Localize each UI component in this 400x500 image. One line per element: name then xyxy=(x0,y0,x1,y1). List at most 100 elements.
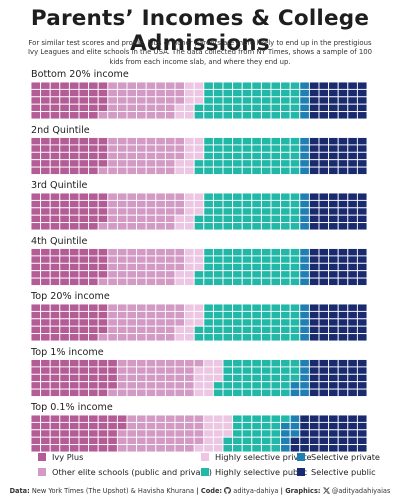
waffle-cell xyxy=(260,325,272,335)
waffle-cell xyxy=(222,255,234,264)
waffle-cell xyxy=(328,159,339,168)
waffle-cell xyxy=(78,366,90,375)
waffle-cell xyxy=(299,359,310,368)
waffle-cell xyxy=(289,388,301,397)
waffle-cell xyxy=(308,151,320,161)
waffle-cell xyxy=(155,222,166,231)
waffle-cell xyxy=(356,318,368,327)
waffle-cell xyxy=(193,199,205,209)
waffle-cell xyxy=(193,436,205,446)
waffle-cell xyxy=(59,248,70,257)
waffle-cell xyxy=(40,318,51,327)
waffle-cell xyxy=(174,388,186,397)
waffle-cell xyxy=(203,103,214,113)
waffle-cell xyxy=(30,381,42,390)
panel-title: 2nd Quintile xyxy=(31,124,90,136)
waffle-cell xyxy=(193,381,205,390)
waffle-cell xyxy=(356,166,368,175)
waffle-cell xyxy=(299,248,310,257)
waffle-cell xyxy=(260,436,272,446)
waffle-cell xyxy=(145,262,157,272)
waffle-cell xyxy=(30,366,42,375)
waffle-cell xyxy=(299,270,310,279)
waffle-cell xyxy=(328,199,339,209)
waffle-cell xyxy=(270,381,282,390)
waffle-cell xyxy=(232,151,243,161)
waffle-cell xyxy=(40,111,51,120)
waffle-cell xyxy=(78,381,90,390)
waffle-cell xyxy=(107,325,118,335)
waffle-cell xyxy=(337,137,349,146)
waffle-cell xyxy=(222,359,234,368)
waffle-cell xyxy=(97,303,109,312)
waffle-cell xyxy=(184,277,195,286)
waffle-cell xyxy=(40,151,51,161)
waffle-cell xyxy=(30,414,42,423)
waffle-cell xyxy=(97,192,109,201)
waffle-cell xyxy=(193,96,205,105)
waffle-cell xyxy=(126,270,138,279)
waffle-cell xyxy=(30,333,42,342)
waffle-cell xyxy=(308,318,320,327)
waffle-cell xyxy=(78,444,90,453)
footer-code-label: | Code: xyxy=(196,487,223,495)
waffle-cell xyxy=(299,199,310,209)
waffle-cell xyxy=(356,111,368,120)
waffle-cell xyxy=(59,137,70,146)
waffle-cell xyxy=(212,303,224,312)
waffle-cell xyxy=(184,96,195,105)
waffle-cell xyxy=(88,277,99,286)
waffle-cell xyxy=(59,214,70,224)
waffle-cell xyxy=(328,373,339,383)
waffle-cell xyxy=(280,199,291,209)
waffle-cell xyxy=(174,270,186,279)
waffle-cell xyxy=(212,159,224,168)
waffle-cell xyxy=(222,137,234,146)
waffle-cell xyxy=(116,318,128,327)
waffle-cell xyxy=(136,359,147,368)
waffle-cell xyxy=(49,381,61,390)
waffle-cell xyxy=(337,366,349,375)
waffle-cell xyxy=(136,421,147,431)
waffle-cell xyxy=(145,166,157,175)
waffle-cell xyxy=(164,159,176,168)
waffle-cell xyxy=(318,429,330,438)
waffle-cell xyxy=(328,270,339,279)
waffle-cell xyxy=(270,388,282,397)
waffle-cell xyxy=(232,144,243,153)
waffle-cell xyxy=(328,421,339,431)
waffle-cell xyxy=(337,192,349,201)
waffle-cell xyxy=(203,429,214,438)
waffle-cell xyxy=(299,137,310,146)
waffle-cell xyxy=(299,373,310,383)
waffle-cell xyxy=(184,88,195,98)
waffle-cell xyxy=(59,96,70,105)
waffle-cell xyxy=(280,359,291,368)
waffle-cell xyxy=(260,111,272,120)
waffle-cell xyxy=(241,192,253,201)
waffle-cell xyxy=(97,214,109,224)
waffle-cell xyxy=(68,81,80,90)
waffle-cell xyxy=(289,103,301,113)
waffle-cell xyxy=(222,222,234,231)
waffle-cell xyxy=(289,144,301,153)
waffle-cell xyxy=(136,222,147,231)
waffle-cell xyxy=(164,270,176,279)
waffle-cell xyxy=(308,277,320,286)
waffle-cell xyxy=(97,151,109,161)
waffle-cell xyxy=(30,111,42,120)
waffle-cell xyxy=(318,166,330,175)
waffle-cell xyxy=(97,262,109,272)
waffle-cell xyxy=(289,436,301,446)
waffle-cell xyxy=(270,137,282,146)
waffle-cell xyxy=(241,318,253,327)
waffle-cell xyxy=(116,137,128,146)
waffle-cell xyxy=(164,436,176,446)
waffle-cell xyxy=(116,255,128,264)
waffle-cell xyxy=(155,373,166,383)
waffle-cell xyxy=(68,166,80,175)
waffle-cell xyxy=(299,151,310,161)
waffle-cell xyxy=(251,381,262,390)
waffle-cell xyxy=(299,81,310,90)
waffle-cell xyxy=(203,214,214,224)
